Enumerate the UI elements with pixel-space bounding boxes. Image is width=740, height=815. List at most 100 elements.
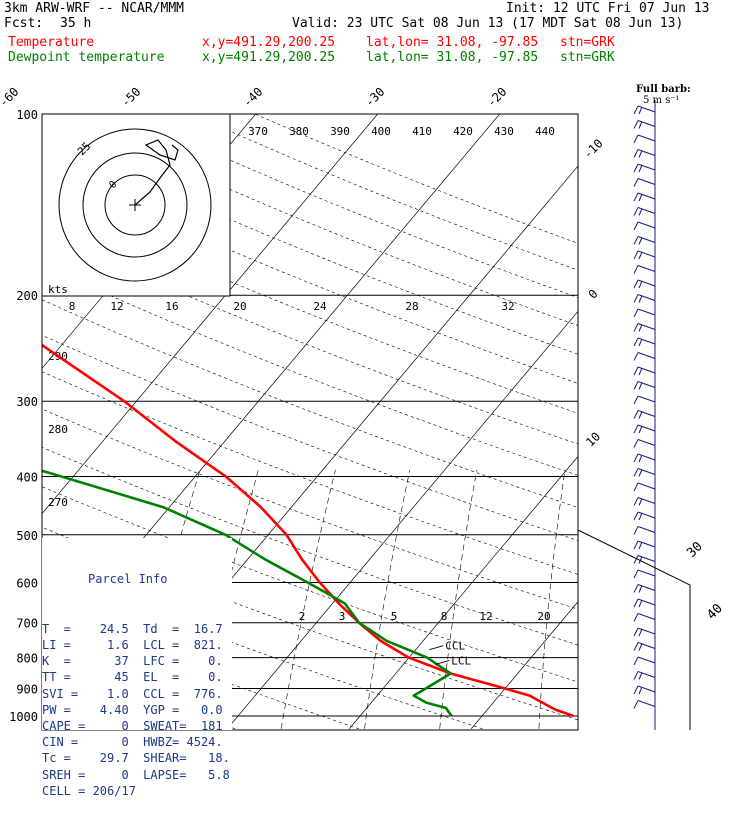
wind-barb xyxy=(634,527,655,535)
wind-barb xyxy=(634,628,655,636)
wind-barb xyxy=(634,121,655,129)
wind-barb xyxy=(634,280,655,288)
mixing-ratio-label: 28 xyxy=(405,300,418,313)
wind-barb xyxy=(634,150,655,158)
ccl-label: CCL xyxy=(445,640,465,653)
wind-barb xyxy=(634,179,655,187)
parcel-info-row: T = 24.5 Td = 16.7 xyxy=(42,621,232,637)
mixing-ratio-line xyxy=(539,470,565,729)
wind-barb xyxy=(634,570,655,578)
wind-barb xyxy=(634,498,655,506)
wind-barb xyxy=(634,309,655,317)
isotherm-label: 10 xyxy=(583,429,603,449)
barb-legend-units: 5 m s⁻¹ xyxy=(643,95,680,106)
wind-barb xyxy=(634,411,655,419)
isotherm-line xyxy=(471,86,740,728)
wind-barb xyxy=(634,701,655,709)
parcel-info-row: PW = 4.40 YGP = 0.0 xyxy=(42,702,232,718)
wind-barb xyxy=(634,338,655,346)
isotherm-label: -30 xyxy=(362,85,387,110)
wind-barb xyxy=(634,469,655,477)
wind-barb xyxy=(634,643,655,651)
parcel-info-row: CIN = 0 HWBZ= 4524. xyxy=(42,734,232,750)
wind-barb xyxy=(634,614,655,622)
wind-barb xyxy=(634,396,655,404)
parcel-info-row: LI = 1.6 LCL = 821. xyxy=(42,637,232,653)
theta-label: 370 xyxy=(248,125,268,138)
mixing-ratio-label: 32 xyxy=(501,300,514,313)
wind-barb xyxy=(634,106,655,114)
theta-label: 440 xyxy=(535,125,555,138)
mixing-ratio-label: 20 xyxy=(233,300,246,313)
parcel-info-row: TT = 45 EL = 0. xyxy=(42,669,232,685)
wind-barb xyxy=(634,541,655,549)
theta-label: 410 xyxy=(412,125,432,138)
wind-speed-label: 40 xyxy=(704,601,726,623)
parcel-info-row: SREH = 0 LAPSE= 5.8 xyxy=(42,767,232,783)
mixing-ratio-label: 24 xyxy=(313,300,327,313)
wind-barb xyxy=(634,367,655,375)
wind-barb xyxy=(634,585,655,593)
theta-label: 270 xyxy=(48,496,68,509)
wind-barb xyxy=(634,295,655,303)
isotherm-label: -10 xyxy=(581,136,606,161)
isotherm-label: -20 xyxy=(484,85,509,110)
parcel-info-title: Parcel Info xyxy=(42,570,232,588)
isotherm-label: -50 xyxy=(118,85,143,110)
wind-barb xyxy=(634,164,655,172)
pressure-tick-label: 700 xyxy=(16,617,38,631)
pressure-tick-label: 900 xyxy=(16,682,38,696)
wind-barb xyxy=(634,454,655,462)
mixing-ratio-label: 16 xyxy=(165,300,178,313)
theta-label: 420 xyxy=(453,125,473,138)
mixing-ratio-label: 12 xyxy=(110,300,123,313)
pressure-tick-label: 200 xyxy=(16,289,38,303)
level-marker xyxy=(429,646,443,650)
wind-barb xyxy=(634,672,655,680)
isotherm-label: -60 xyxy=(0,85,21,110)
theta-label: 280 xyxy=(48,423,68,436)
wind-barb xyxy=(634,657,655,665)
pressure-tick-label: 500 xyxy=(16,529,38,543)
mixing-ratio-label: 2 xyxy=(299,610,306,623)
pressure-tick-label: 600 xyxy=(16,576,38,590)
theta-label: 390 xyxy=(330,125,350,138)
mixing-ratio-label: 3 xyxy=(339,610,346,623)
wind-barb xyxy=(634,599,655,607)
dry-adiabat-line xyxy=(192,114,740,729)
wind-barb xyxy=(634,425,655,433)
pressure-tick-label: 800 xyxy=(16,652,38,666)
theta-label: 430 xyxy=(494,125,514,138)
wind-barb xyxy=(634,512,655,520)
mixing-ratio-label: 8 xyxy=(69,300,76,313)
parcel-info-row: Tc = 29.7 SHEAR= 18. xyxy=(42,750,232,766)
mixing-ratio-label: 20 xyxy=(537,610,550,623)
pressure-tick-label: 300 xyxy=(16,395,38,409)
wind-barb xyxy=(634,382,655,390)
isotherm-label: -40 xyxy=(240,85,265,110)
isotherm-line xyxy=(715,86,740,728)
isotherm-line xyxy=(227,86,740,728)
parcel-info-row: SVI = 1.0 CCL = 776. xyxy=(42,686,232,702)
isotherm-line xyxy=(593,86,740,728)
mixing-ratio-label: 8 xyxy=(441,610,448,623)
wind-barb xyxy=(634,440,655,448)
wind-barb xyxy=(634,208,655,216)
theta-label: 380 xyxy=(289,125,309,138)
wind-barb xyxy=(634,483,655,491)
isotherm-label: 0 xyxy=(586,287,601,302)
theta-label: 400 xyxy=(371,125,391,138)
wind-barb xyxy=(634,222,655,230)
wind-barb xyxy=(634,686,655,694)
wind-speed-label: 30 xyxy=(684,539,706,561)
wind-barb xyxy=(634,193,655,201)
wind-barb xyxy=(634,353,655,361)
parcel-info-row: CAPE = 0 SWEAT= 181 xyxy=(42,718,232,734)
barb-legend-title: Full barb: xyxy=(636,84,691,95)
wind-barb xyxy=(634,266,655,274)
lcl-label: LCL xyxy=(451,654,471,667)
wind-barb xyxy=(634,251,655,259)
wind-speed-axis xyxy=(578,530,690,730)
mixing-ratio-label: 5 xyxy=(391,610,398,623)
